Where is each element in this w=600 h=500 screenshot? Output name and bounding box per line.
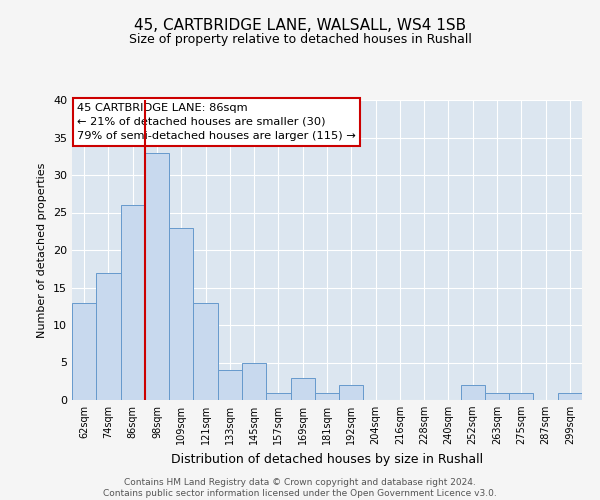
Bar <box>218 370 242 400</box>
Bar <box>145 152 169 400</box>
Bar <box>96 272 121 400</box>
Bar <box>193 302 218 400</box>
Y-axis label: Number of detached properties: Number of detached properties <box>37 162 47 338</box>
Text: 45 CARTBRIDGE LANE: 86sqm
← 21% of detached houses are smaller (30)
79% of semi-: 45 CARTBRIDGE LANE: 86sqm ← 21% of detac… <box>77 103 356 141</box>
Bar <box>315 392 339 400</box>
Bar <box>558 392 582 400</box>
Bar <box>509 392 533 400</box>
Bar <box>266 392 290 400</box>
Bar <box>339 385 364 400</box>
Bar <box>485 392 509 400</box>
Text: 45, CARTBRIDGE LANE, WALSALL, WS4 1SB: 45, CARTBRIDGE LANE, WALSALL, WS4 1SB <box>134 18 466 32</box>
Text: Contains HM Land Registry data © Crown copyright and database right 2024.
Contai: Contains HM Land Registry data © Crown c… <box>103 478 497 498</box>
Bar <box>169 228 193 400</box>
Bar <box>72 302 96 400</box>
Bar <box>461 385 485 400</box>
Bar <box>242 362 266 400</box>
X-axis label: Distribution of detached houses by size in Rushall: Distribution of detached houses by size … <box>171 452 483 466</box>
Bar <box>121 205 145 400</box>
Text: Size of property relative to detached houses in Rushall: Size of property relative to detached ho… <box>128 32 472 46</box>
Bar <box>290 378 315 400</box>
